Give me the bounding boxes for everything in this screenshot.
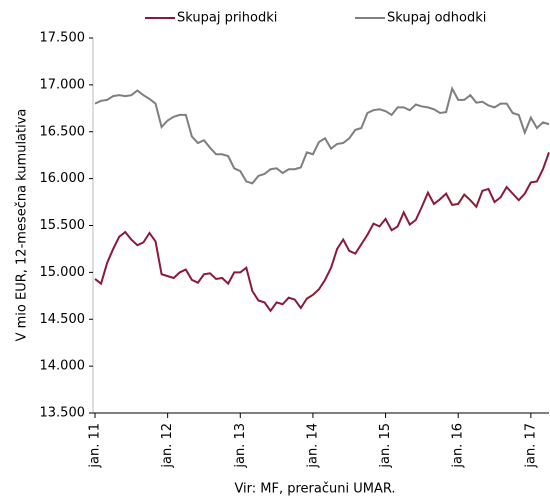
y-tick-label: 16.000 [40, 171, 86, 186]
source-note: Vir: MF, preračuni UMAR. [234, 482, 395, 497]
x-tick-label: jan. 16 [451, 423, 466, 469]
series-line [94, 85, 550, 185]
y-tick-label: 15.500 [40, 218, 86, 233]
y-tick-label: 13.500 [40, 406, 86, 421]
y-tick-label: 17.000 [40, 77, 86, 92]
x-tick-label: jan. 14 [305, 423, 320, 469]
legend-label: Skupaj odhodki [387, 11, 486, 26]
series-line [94, 152, 550, 313]
y-tick-label: 14.000 [40, 359, 86, 374]
x-tick-label: jan. 15 [378, 423, 393, 469]
x-tick-label: jan. 12 [160, 423, 175, 469]
x-tick-label: jan. 11 [88, 423, 103, 469]
legend-label: Skupaj prihodki [177, 11, 277, 26]
x-tick-label: jan. 17 [523, 423, 538, 469]
x-tick-label: jan. 13 [233, 423, 248, 469]
y-tick-label: 15.000 [40, 265, 86, 280]
y-tick-label: 17.500 [40, 31, 86, 46]
y-tick-label: 14.500 [40, 312, 86, 327]
y-tick-label: 16.500 [40, 124, 86, 139]
y-axis-label: V mio EUR, 12-mesečna kumulativa [15, 109, 30, 342]
